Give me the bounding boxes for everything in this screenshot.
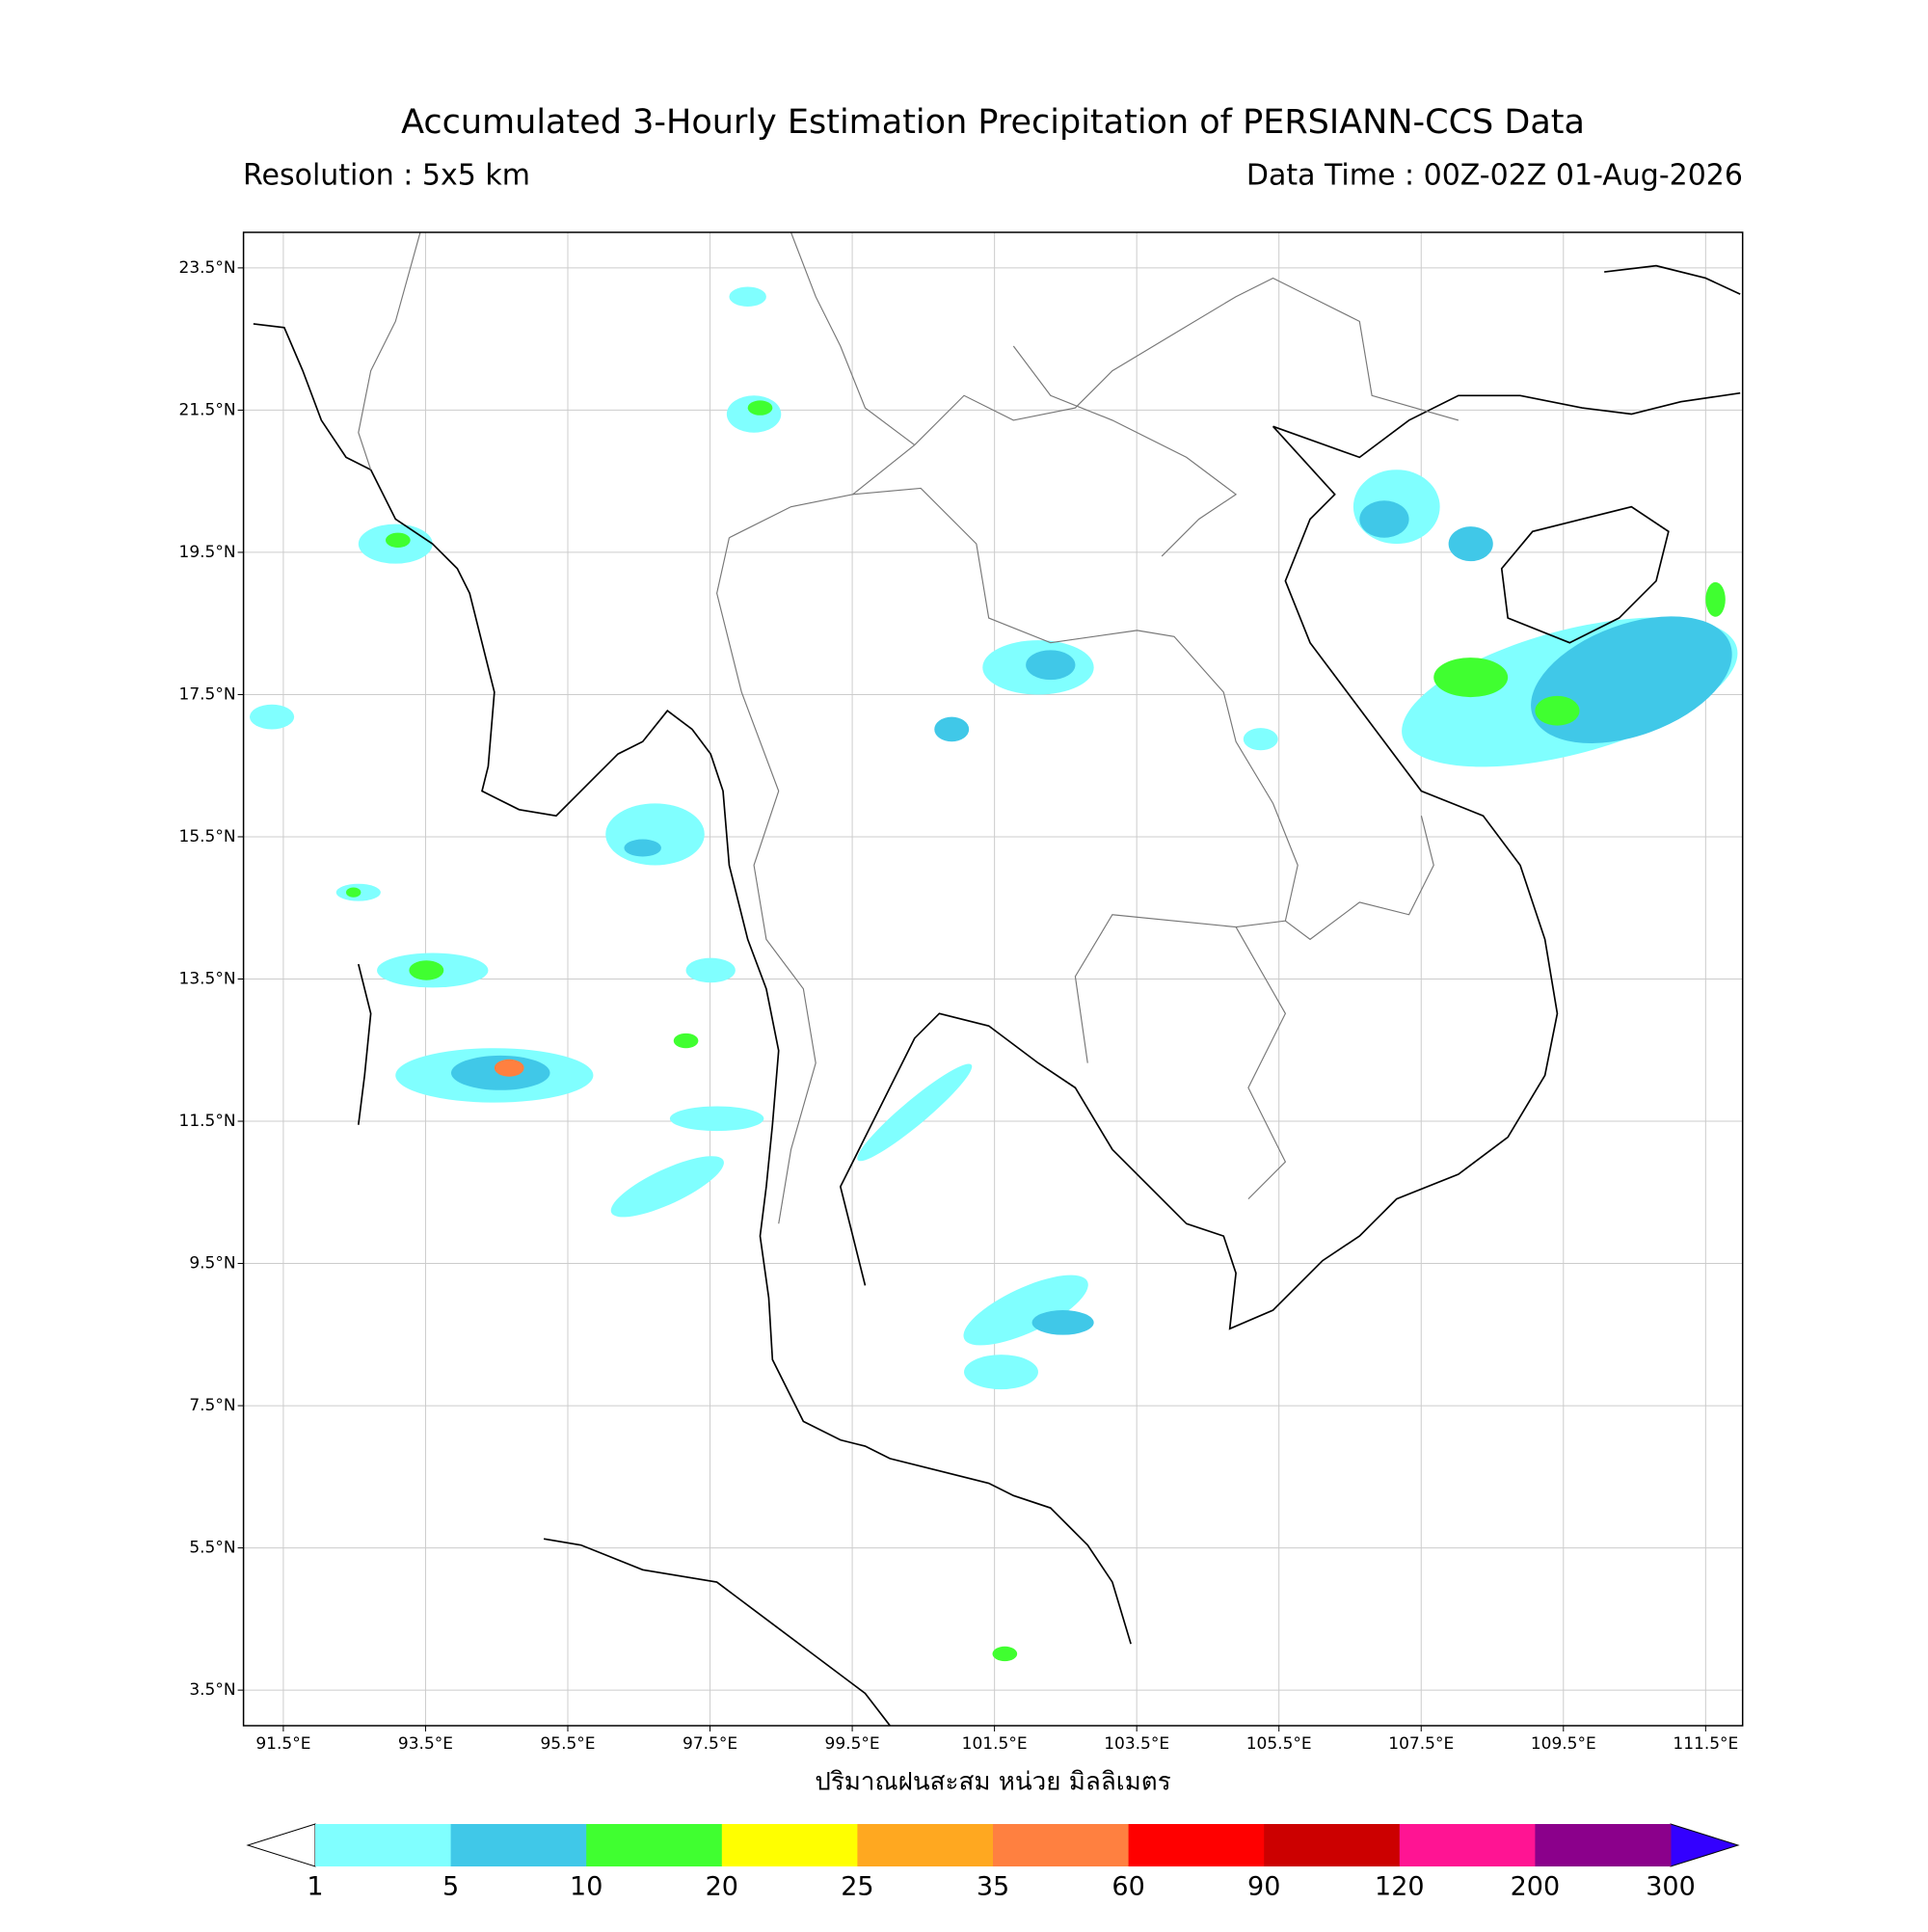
coastlines [253,264,1741,1727]
colorbar-label: 60 [1111,1872,1144,1902]
lon-tick-label: 103.5°E [1104,1734,1169,1754]
lon-tick-label: 97.5°E [683,1734,737,1754]
lat-tick-label: 15.5°N [179,827,236,846]
lat-tick-label: 7.5°N [189,1396,235,1415]
lat-tick-label: 9.5°N [189,1254,235,1274]
colorbar-label: 10 [570,1872,602,1902]
colorbar-segment [315,1824,452,1866]
lat-tick-label: 21.5°N [179,400,236,419]
colorbar: 1 5 10 20 25 35 60 90 120 200 300 [246,1823,1740,1902]
resolution: Resolution : 5x5 km [243,159,530,193]
colorbar-label: 5 [442,1872,459,1902]
lat-tick-label: 19.5°N [179,543,236,562]
colorbar-label: 300 [1646,1872,1696,1902]
lat-tick-label: 11.5°N [179,1112,236,1131]
lat-tick-label: 5.5°N [189,1539,235,1558]
colorbar-segment [993,1824,1130,1866]
colorbar-segment [586,1824,723,1866]
colorbar-label: 25 [841,1872,873,1902]
map-features [249,231,1741,1727]
colorbar-segment [450,1824,587,1866]
colorbar-label: 120 [1375,1872,1425,1902]
lon-tick-label: 93.5°E [398,1734,453,1754]
lat-tick-label: 13.5°N [179,970,236,989]
lon-tick-label: 109.5°E [1531,1734,1596,1754]
colorbar-label: 35 [977,1872,1009,1902]
lon-tick-label: 105.5°E [1246,1734,1312,1754]
colorbar-segment [721,1824,858,1866]
colorbar-segment [857,1824,994,1866]
rain-areas [249,286,1738,1662]
colorbar-segment [1399,1824,1536,1866]
data-time: Data Time : 00Z-02Z 01-Aug-2026 [1246,159,1743,193]
colorbar-segment [1128,1824,1265,1866]
title: Accumulated 3-Hourly Estimation Precipit… [401,103,1585,142]
colorbar-label: 20 [706,1872,738,1902]
lat-tick-label: 3.5°N [189,1680,235,1700]
lon-tick-label: 99.5°E [825,1734,880,1754]
lat-tick-label: 23.5°N [179,258,236,278]
lon-tick-label: 107.5°E [1388,1734,1454,1754]
colorbar-label: 90 [1247,1872,1280,1902]
colorbar-label: 200 [1511,1872,1561,1902]
colorbar-label: 1 [307,1872,323,1902]
colorbar-segment [1264,1824,1401,1866]
lon-tick-label: 91.5°E [255,1734,310,1754]
x-axis-label: ปริมาณฝนสะสม หน่วย มิลลิเมตร [815,1768,1170,1797]
lon-tick-label: 95.5°E [540,1734,595,1754]
lon-tick-label: 111.5°E [1673,1734,1738,1754]
colorbar-segment [1535,1824,1672,1866]
lat-tick-label: 17.5°N [179,684,236,704]
lon-tick-label: 101.5°E [962,1734,1028,1754]
borders [358,231,1459,1224]
